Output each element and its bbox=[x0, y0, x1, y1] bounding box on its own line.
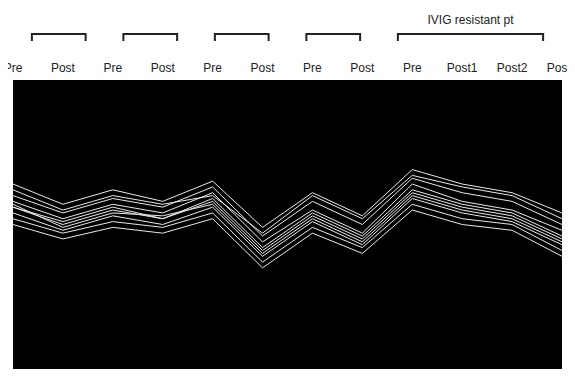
svg-text:Pre: Pre bbox=[8, 61, 23, 75]
svg-text:Pre: Pre bbox=[203, 61, 222, 75]
svg-text:Post3: Post3 bbox=[547, 61, 567, 75]
svg-text:Pre: Pre bbox=[103, 61, 122, 75]
svg-text:Post: Post bbox=[151, 61, 176, 75]
svg-text:Post2: Post2 bbox=[497, 61, 528, 75]
svg-text:Post: Post bbox=[51, 61, 76, 75]
svg-text:Pre: Pre bbox=[303, 61, 322, 75]
svg-text:Post: Post bbox=[251, 61, 276, 75]
svg-text:Post: Post bbox=[350, 61, 375, 75]
svg-text:Pre: Pre bbox=[403, 61, 422, 75]
svg-text:Post1: Post1 bbox=[447, 61, 478, 75]
svg-text:IVIG resistant pt: IVIG resistant pt bbox=[427, 13, 514, 27]
